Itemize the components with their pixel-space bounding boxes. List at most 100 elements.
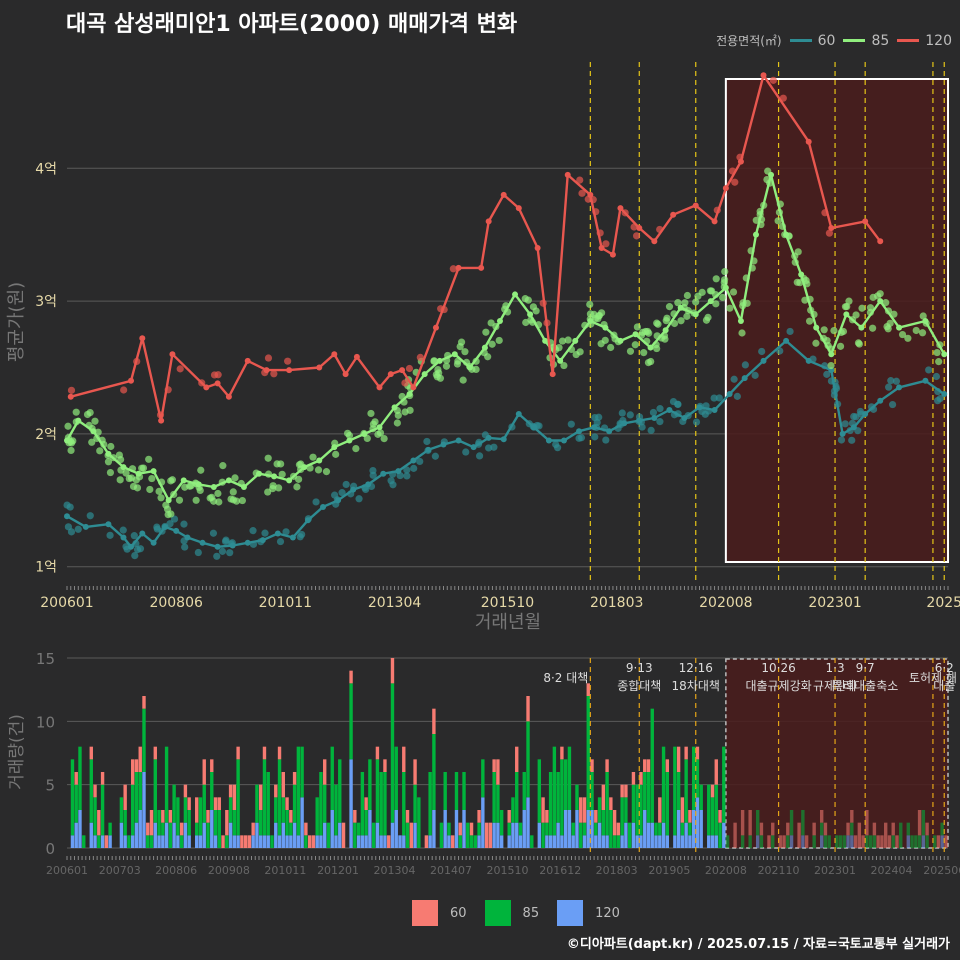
- series-point-85: [587, 318, 594, 324]
- series-point-85: [210, 484, 217, 491]
- scatter-point-60: [130, 532, 138, 540]
- volume-bar-120: [812, 822, 816, 836]
- scatter-point-85: [918, 329, 927, 337]
- series-point-60: [636, 417, 643, 424]
- volume-bar-120: [353, 810, 357, 823]
- scatter-point-60: [355, 495, 363, 503]
- series-point-60: [606, 428, 613, 435]
- volume-bar-85: [364, 810, 368, 836]
- scatter-point-85: [67, 446, 75, 455]
- series-point-85: [105, 450, 112, 457]
- volume-bar-60: [552, 835, 557, 848]
- scatter-point-60: [841, 420, 849, 428]
- volume-bar-85: [356, 822, 361, 836]
- scatter-point-85: [683, 312, 691, 320]
- volume-bar-60: [123, 835, 127, 848]
- volume-bar-60: [650, 822, 654, 848]
- bottom-y-tick-label: 0: [45, 840, 55, 858]
- top-legend: 전용면적(㎡) 60 85 120: [716, 32, 952, 49]
- volume-bar-85: [507, 822, 511, 836]
- series-point-120: [286, 367, 293, 374]
- volume-bar-120: [149, 810, 154, 836]
- volume-bar-120: [74, 772, 78, 785]
- series-point-60: [244, 539, 251, 546]
- volume-bar-120: [891, 822, 895, 836]
- volume-bar-120: [375, 746, 380, 760]
- scatter-point-85: [129, 482, 138, 491]
- volume-bar-120: [492, 759, 496, 772]
- volume-bar-85: [582, 822, 587, 836]
- scatter-point-85: [117, 455, 125, 464]
- scatter-point-120: [401, 379, 409, 387]
- volume-bar-120: [134, 759, 139, 772]
- scatter-point-85: [192, 496, 200, 504]
- volume-bar-60: [707, 835, 711, 848]
- volume-bar-120: [515, 746, 519, 772]
- volume-bar-60: [680, 835, 685, 848]
- volume-bar-60: [213, 835, 218, 848]
- volume-bar-60: [210, 810, 214, 848]
- scatter-point-85: [229, 488, 237, 496]
- scatter-point-60: [64, 523, 73, 531]
- volume-bar-85: [673, 746, 677, 836]
- scatter-point-85: [644, 358, 653, 367]
- scatter-point-85: [88, 438, 96, 446]
- y-tick-label: 3억: [35, 294, 57, 310]
- scatter-point-85: [869, 324, 877, 332]
- bottom-y-tick-label: 10: [36, 713, 55, 731]
- volume-bar-120: [285, 797, 289, 810]
- volume-bar-120: [782, 835, 786, 848]
- scatter-point-60: [852, 413, 860, 421]
- volume-bar-85: [319, 772, 323, 836]
- volume-bar-85: [149, 835, 154, 848]
- bottom-y-tick-label: 15: [36, 650, 55, 668]
- volume-bar-60: [319, 835, 323, 848]
- policy-annotation: 6·2: [935, 661, 954, 675]
- scatter-point-60: [221, 537, 230, 546]
- volume-bar-85: [865, 835, 869, 848]
- y-tick-label: 1억: [35, 560, 57, 576]
- x-tick-label: 201011: [259, 595, 312, 611]
- scatter-point-60: [932, 372, 941, 381]
- series-point-60: [425, 446, 432, 453]
- series-point-85: [707, 298, 714, 305]
- volume-bar-120: [624, 784, 628, 798]
- scatter-point-60: [715, 394, 723, 402]
- scatter-point-120: [264, 354, 273, 362]
- top-legend-title: 전용면적(㎡): [716, 34, 782, 48]
- series-point-60: [741, 375, 748, 382]
- volume-bar-85: [394, 746, 398, 810]
- scatter-point-60: [591, 433, 599, 441]
- volume-bar-120: [409, 822, 413, 848]
- volume-bar-85: [639, 784, 643, 836]
- volume-bar-60: [379, 835, 383, 848]
- volume-bar-120: [247, 835, 252, 848]
- scatter-point-85: [148, 474, 156, 483]
- volume-bar-85: [383, 772, 387, 836]
- bottom-x-tick-label: 201407: [430, 864, 472, 877]
- scatter-point-85: [738, 329, 746, 337]
- volume-bar-60: [454, 810, 459, 848]
- volume-bar-120: [183, 784, 188, 798]
- scatter-point-85: [677, 317, 685, 325]
- bar-legend-swatch-85: [484, 900, 511, 926]
- volume-bar-120: [496, 759, 500, 785]
- scatter-point-85: [269, 484, 277, 493]
- scatter-point-60: [431, 452, 439, 460]
- series-point-120: [670, 211, 677, 218]
- volume-bar-120: [688, 810, 692, 823]
- scatter-point-60: [213, 552, 221, 560]
- scatter-point-85: [586, 300, 594, 309]
- series-point-60: [651, 414, 658, 421]
- scatter-point-85: [653, 319, 661, 327]
- volume-bar-60: [477, 835, 481, 848]
- volume-bar-120: [304, 822, 308, 836]
- series-point-85: [316, 457, 323, 464]
- volume-bar-85: [270, 835, 274, 848]
- volume-bar-85: [665, 772, 670, 836]
- volume-bar-60: [292, 822, 297, 848]
- volume-bar-85: [740, 835, 745, 848]
- bottom-x-tick-label: 201612: [539, 864, 581, 877]
- volume-bar-120: [202, 759, 206, 785]
- volume-bar-60: [262, 835, 267, 848]
